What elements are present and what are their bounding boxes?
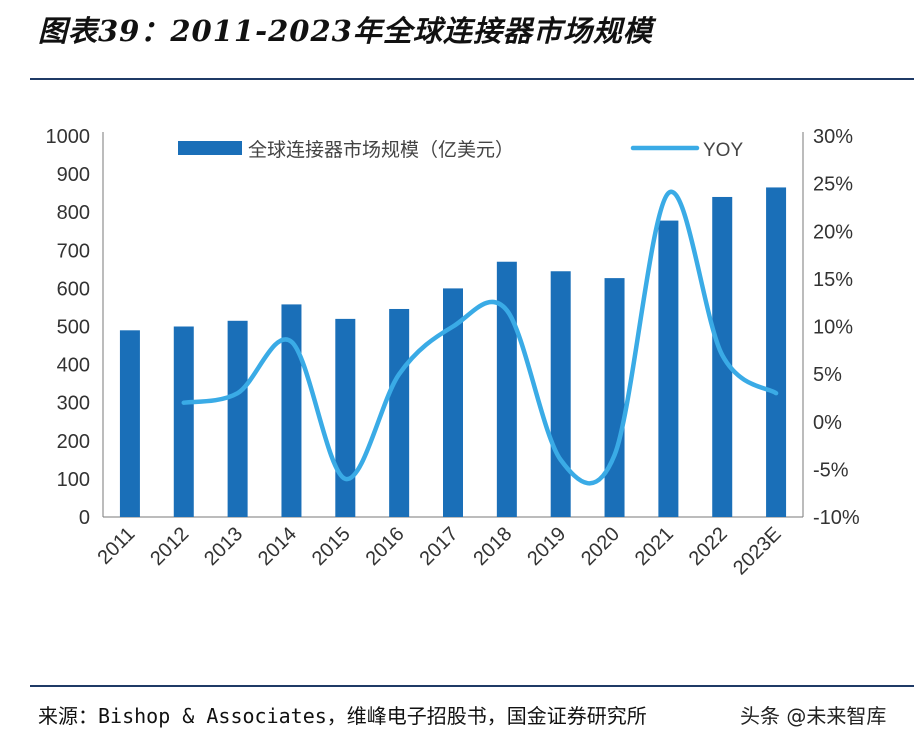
legend-line-label: YOY xyxy=(703,140,743,161)
bar xyxy=(550,271,571,517)
y-left-tick-label: 1000 xyxy=(46,126,91,148)
x-tick-label: 2015 xyxy=(308,523,355,570)
x-tick-label: 2017 xyxy=(416,523,463,570)
y-right-tick-label: -10% xyxy=(813,507,860,529)
bar xyxy=(496,261,517,517)
y-right-tick-label: 10% xyxy=(813,317,853,339)
chart-area: 0 100 200 300 400 500 600 700 800 900 1000 -10% -5% 0… xyxy=(46,126,860,579)
bar xyxy=(658,220,679,517)
y-left-tick-label: 200 xyxy=(57,431,90,453)
bar xyxy=(119,330,140,517)
y-right-tick-label: 25% xyxy=(813,174,853,196)
y-right-tick-label: 5% xyxy=(813,364,842,386)
bar xyxy=(227,320,248,517)
y-left-tick-label: 500 xyxy=(57,317,90,339)
x-tick-label: 2019 xyxy=(523,523,570,570)
x-tick-label: 2014 xyxy=(254,523,301,570)
x-tick-label: 2021 xyxy=(631,523,678,570)
x-tick-label: 2011 xyxy=(93,523,139,569)
x-tick-label: 2012 xyxy=(146,523,193,570)
bar xyxy=(766,187,787,517)
y-right-tick-label: 0% xyxy=(813,412,842,434)
y-left-tick-label: 800 xyxy=(57,202,90,224)
bar xyxy=(604,278,625,517)
footer-divider xyxy=(30,685,914,687)
y-left-tick-label: 400 xyxy=(57,355,90,377)
bar xyxy=(281,304,302,517)
x-tick-label: 2020 xyxy=(577,523,624,570)
y-left-tick-label: 300 xyxy=(57,393,90,415)
y-right-tick-label: 30% xyxy=(813,126,853,148)
y-right-tick-label: 20% xyxy=(813,221,853,243)
title-divider xyxy=(30,78,914,80)
x-tick-label: 2016 xyxy=(362,523,409,570)
y-left-tick-label: 900 xyxy=(57,164,90,186)
y-left-tick-label: 0 xyxy=(79,507,90,529)
x-tick-label: 2018 xyxy=(469,523,516,570)
bar xyxy=(173,326,194,517)
yoy-line xyxy=(181,189,779,486)
source-note: 来源：Bishop & Associates，维峰电子招股书，国金证券研究所 xyxy=(38,704,647,728)
y-left-tick-label: 700 xyxy=(57,240,90,262)
bar xyxy=(335,318,356,517)
chart-title: 图表39：2011-2023年全球连接器市场规模 xyxy=(38,14,653,48)
y-right-tick-label: -5% xyxy=(813,459,849,481)
legend-bar-label: 全球连接器市场规模（亿美元） xyxy=(248,139,514,161)
y-right-tick-label: 15% xyxy=(813,269,853,291)
x-tick-label: 2013 xyxy=(200,523,247,570)
y-left-tick-label: 100 xyxy=(57,469,90,491)
y-left-tick-label: 600 xyxy=(57,278,90,300)
bar xyxy=(443,288,463,517)
legend-bar-swatch xyxy=(178,141,242,155)
x-tick-label: 2022 xyxy=(685,523,732,570)
bar xyxy=(389,308,410,517)
x-tick-label: 2023E xyxy=(729,523,785,579)
watermark: 头条 @未来智库 xyxy=(740,704,887,728)
